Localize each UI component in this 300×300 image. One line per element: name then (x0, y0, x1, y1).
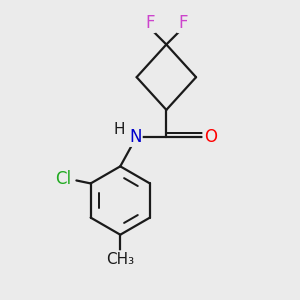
Text: F: F (145, 14, 155, 32)
Text: O: O (204, 128, 217, 146)
Text: CH₃: CH₃ (106, 252, 134, 267)
Text: Cl: Cl (55, 170, 71, 188)
Text: F: F (178, 14, 188, 32)
Text: N: N (129, 128, 141, 146)
Text: H: H (113, 122, 124, 137)
